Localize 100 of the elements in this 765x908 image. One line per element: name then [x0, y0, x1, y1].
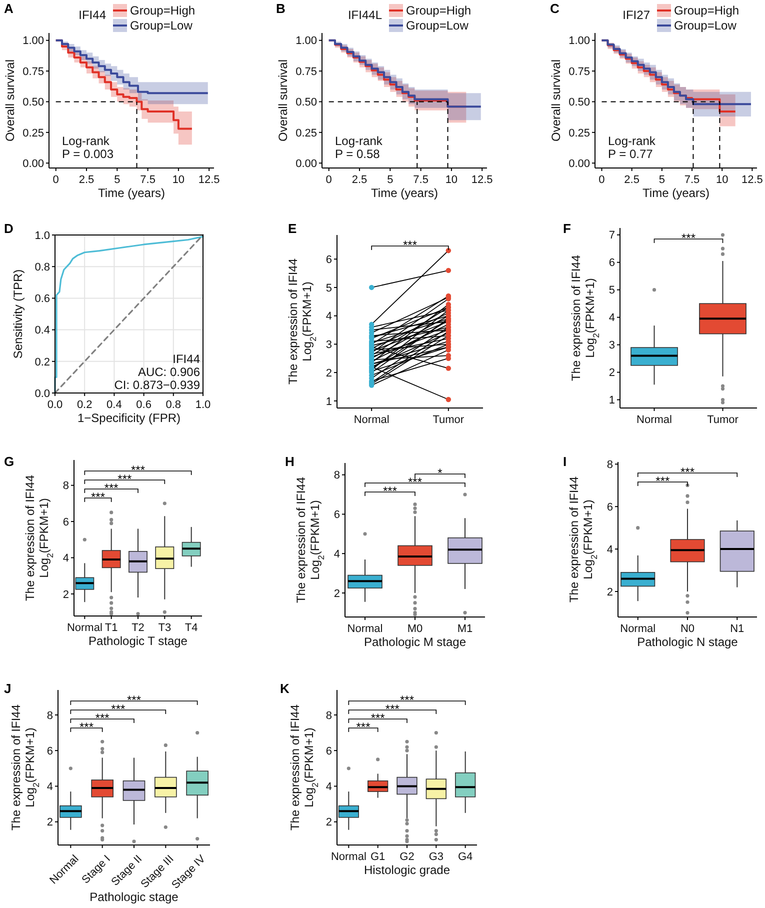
y-tick-label: 4: [606, 544, 613, 556]
chart-title: IFI44: [78, 8, 106, 22]
text: E: [288, 221, 297, 236]
y-tick-label: 8: [334, 470, 340, 482]
x-axis-title: Pathologic M stage: [364, 635, 466, 649]
annotation: ***: [118, 472, 132, 486]
x-tick-label: G1: [370, 851, 386, 863]
x-axis-title: Histologic grade: [364, 863, 450, 877]
y-tick-label: 0.4: [34, 324, 50, 337]
x-tick-label: 0.2: [76, 399, 92, 411]
annotation: ***: [402, 238, 418, 252]
y-tick-label: 5: [608, 284, 615, 297]
y-tick-label: 1.00: [296, 35, 317, 48]
legend-label: Group=High: [130, 4, 196, 18]
x-tick-label: 2.5: [624, 174, 640, 186]
y-tick-label: 8: [46, 710, 53, 722]
y-tick-label: 1.00: [22, 35, 44, 48]
y-tick-label: 6: [606, 501, 613, 514]
annotation: ***: [90, 490, 106, 504]
chart-title: IFI27: [622, 8, 650, 22]
x-axis-title: Pathologic N stage: [637, 635, 738, 649]
y-tick-label: 0.8: [34, 261, 50, 274]
legend-label: Group=Low: [406, 18, 469, 33]
x-tick-label: T3: [158, 622, 172, 634]
legend-label: Group=Low: [130, 18, 193, 33]
annotation: Log-rank: [62, 134, 110, 148]
y-tick-label: 2: [326, 816, 332, 829]
y-tick-label: 2: [334, 588, 340, 600]
x-tick-label: G3: [428, 851, 444, 863]
y-tick-label: 0.50: [296, 96, 317, 109]
y-tick-label: 0.50: [22, 96, 44, 109]
x-tick-label: M1: [457, 623, 473, 635]
annotation: ***: [656, 474, 670, 488]
legend-label: Group=High: [406, 4, 472, 18]
x-tick-label: 7.5: [140, 174, 156, 186]
annotation: ***: [400, 693, 414, 707]
annotation: Log-rank: [335, 134, 384, 148]
annotation: ***: [408, 475, 422, 489]
y-tick-label: 3: [326, 339, 332, 352]
x-tick-label: 12.5: [198, 174, 220, 186]
text: G: [4, 454, 14, 469]
y-tick-label: 0.25: [22, 127, 44, 140]
x-tick-label: N1: [730, 623, 744, 635]
y-tick-label: 0.6: [34, 293, 50, 306]
legend-label: Group=High: [674, 4, 740, 18]
x-tick-label: 10: [716, 174, 728, 186]
annotation: P = 0.003: [62, 147, 114, 161]
annotation: ***: [356, 720, 371, 734]
annotation: *: [438, 466, 443, 480]
x-tick-label: G4: [458, 851, 473, 863]
text: B: [276, 1, 286, 16]
x-axis-title: Time (years): [98, 186, 165, 200]
y-tick-label: 2: [606, 586, 613, 598]
annotation: ***: [104, 481, 119, 495]
x-tick-label: 5: [114, 174, 120, 186]
x-tick-label: Normal: [330, 851, 366, 863]
x-tick-label: 0: [52, 174, 59, 186]
y-tick-label: 4: [62, 552, 69, 565]
x-tick-label: 5: [387, 174, 394, 186]
annotation: P = 0.77: [608, 147, 654, 161]
annotation: AUC: 0.906: [138, 365, 200, 379]
x-tick-label: M0: [407, 623, 423, 635]
y-tick-label: 6: [326, 254, 332, 266]
y-tick-label: 0.25: [296, 127, 317, 140]
y-tick-label: 2: [608, 367, 615, 380]
x-tick-label: 7.5: [413, 174, 428, 186]
y-tick-label: 4: [46, 781, 53, 794]
y-tick-label: 2: [46, 816, 53, 829]
y-tick-label: 4: [608, 312, 615, 324]
x-tick-label: 12.5: [471, 174, 493, 186]
y-tick-label: 0.25: [568, 127, 590, 140]
y-tick-label: 5: [326, 282, 332, 294]
y-tick-label: 0.00: [568, 158, 590, 170]
y-tick-label: 0.00: [22, 158, 44, 170]
y-tick-label: 1.0: [34, 230, 50, 242]
x-tick-label: T4: [184, 622, 198, 634]
x-axis-title: Time (years): [642, 186, 710, 200]
y-tick-label: 2: [62, 588, 69, 601]
x-tick-label: 0.8: [166, 399, 182, 411]
y-tick-label: 0.75: [568, 66, 590, 78]
y-tick-label: 4: [326, 310, 332, 323]
x-tick-label: Normal: [636, 414, 672, 426]
x-tick-label: Normal: [620, 623, 656, 635]
x-tick-label: Tumor: [707, 414, 739, 426]
y-tick-label: 3: [608, 340, 615, 352]
y-tick-label: 0.0: [34, 388, 50, 400]
x-tick-label: G2: [400, 851, 414, 863]
x-tick-label: 2.5: [352, 174, 368, 186]
y-axis-title: Overall survival: [549, 59, 564, 142]
y-tick-label: 1: [326, 396, 332, 408]
annotation: ***: [382, 484, 398, 498]
annotation: Log-rank: [608, 134, 656, 148]
y-tick-label: 2: [326, 367, 332, 380]
y-axis-title: Overall survival: [3, 59, 18, 142]
text: K: [280, 681, 290, 696]
y-axis-title: Overall survival: [276, 59, 290, 142]
annotation: ***: [385, 702, 400, 716]
y-tick-label: 1.00: [568, 35, 590, 48]
annotation: ***: [680, 465, 695, 479]
y-tick-label: 0.75: [22, 66, 44, 78]
